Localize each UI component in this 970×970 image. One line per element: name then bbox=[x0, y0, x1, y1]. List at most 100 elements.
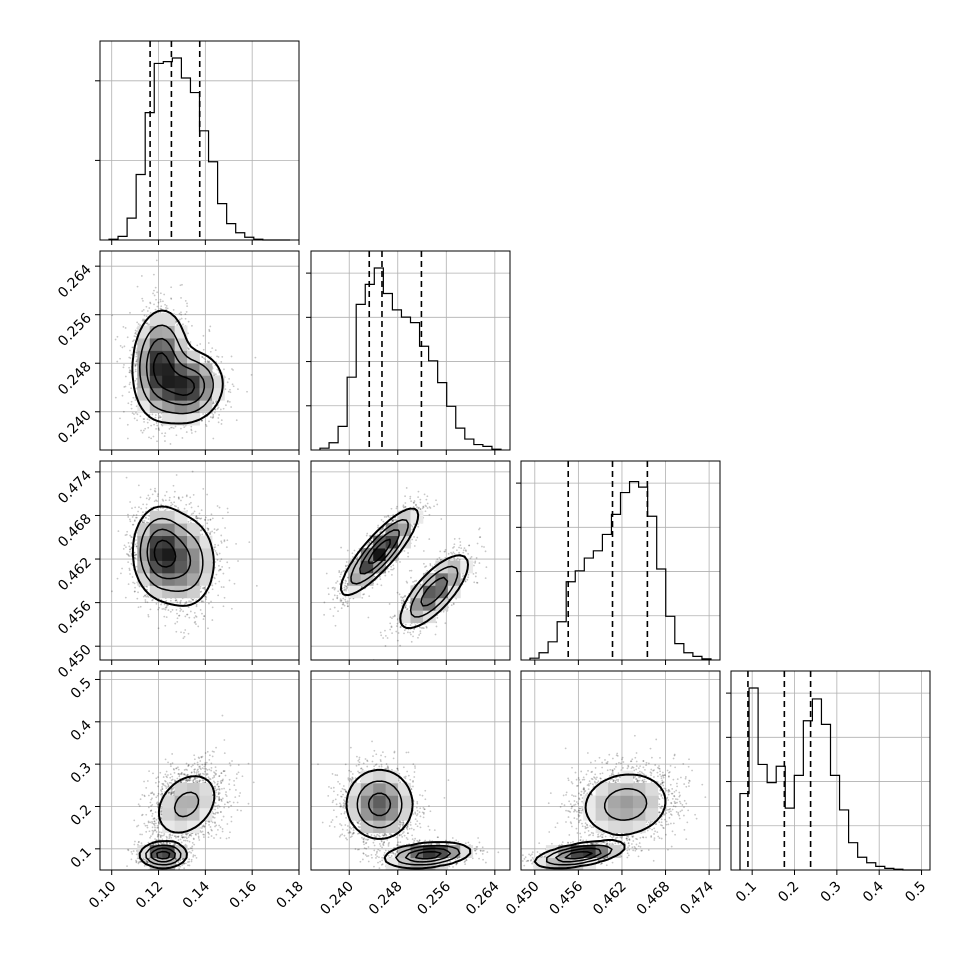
sample-point bbox=[185, 503, 188, 506]
sample-point bbox=[175, 434, 178, 437]
sample-point bbox=[182, 637, 185, 640]
sample-point bbox=[197, 505, 200, 508]
sample-point bbox=[135, 360, 138, 363]
sample-point bbox=[221, 517, 224, 520]
sample-point bbox=[126, 336, 129, 339]
sample-point bbox=[185, 495, 188, 498]
sample-point bbox=[153, 423, 155, 426]
sample-point bbox=[133, 335, 136, 338]
sample-point bbox=[178, 614, 181, 617]
sample-point bbox=[129, 357, 132, 359]
sample-point bbox=[155, 422, 158, 424]
sample-point bbox=[216, 407, 219, 410]
sample-point bbox=[163, 435, 166, 437]
sample-point bbox=[147, 426, 150, 429]
sample-point bbox=[223, 596, 226, 599]
histogram-step bbox=[108, 57, 290, 241]
sample-point bbox=[200, 529, 202, 532]
sample-point bbox=[129, 381, 132, 384]
sample-point bbox=[176, 324, 179, 326]
sample-point bbox=[127, 561, 130, 564]
sample-point bbox=[128, 371, 131, 374]
sample-point bbox=[146, 421, 149, 424]
sample-point bbox=[185, 602, 188, 604]
sample-point bbox=[216, 559, 219, 561]
sample-point bbox=[143, 418, 146, 420]
sample-point bbox=[224, 527, 226, 529]
sample-point bbox=[218, 506, 221, 509]
sample-point bbox=[130, 353, 133, 356]
y-tick-label: 0.248 bbox=[55, 359, 95, 399]
sample-point bbox=[132, 523, 135, 526]
sample-point bbox=[201, 419, 203, 422]
sample-point bbox=[187, 332, 189, 335]
sample-point bbox=[116, 335, 119, 338]
sample-point bbox=[170, 501, 173, 504]
x-tick-label: 0.5 bbox=[902, 879, 929, 906]
sample-point bbox=[186, 613, 188, 616]
sample-point bbox=[211, 606, 214, 609]
histogram-step bbox=[319, 267, 502, 450]
sample-point bbox=[232, 369, 234, 371]
sample-point bbox=[149, 301, 151, 304]
sample-point bbox=[187, 520, 190, 523]
sample-point bbox=[155, 298, 157, 301]
histogram-step bbox=[529, 481, 712, 660]
sample-point bbox=[213, 528, 216, 531]
sample-point bbox=[212, 372, 215, 375]
sample-point bbox=[189, 610, 192, 613]
sample-point bbox=[133, 519, 136, 522]
sample-point bbox=[131, 412, 134, 415]
sample-point bbox=[127, 402, 130, 405]
sample-point bbox=[189, 341, 192, 343]
sample-point bbox=[185, 311, 188, 313]
sample-point bbox=[165, 599, 168, 602]
sample-point bbox=[202, 487, 205, 490]
sample-point bbox=[220, 540, 223, 543]
sample-point bbox=[142, 521, 145, 524]
sample-point bbox=[148, 436, 150, 439]
sample-point bbox=[164, 499, 167, 502]
sample-point bbox=[127, 516, 130, 518]
sample-point bbox=[208, 330, 211, 333]
sample-point bbox=[140, 275, 143, 277]
sample-point bbox=[172, 484, 175, 487]
sample-point bbox=[134, 557, 137, 560]
sample-point bbox=[202, 334, 205, 337]
sample-point bbox=[148, 497, 151, 499]
sample-point bbox=[200, 517, 203, 520]
sample-point bbox=[212, 415, 215, 418]
sample-point bbox=[170, 286, 173, 289]
sample-point bbox=[190, 513, 193, 516]
sample-point bbox=[187, 320, 190, 323]
sample-point bbox=[144, 427, 147, 430]
sample-point bbox=[214, 550, 217, 552]
x-tick-label: 0.2 bbox=[775, 879, 802, 906]
sample-point bbox=[131, 346, 134, 349]
sample-point bbox=[174, 599, 177, 602]
sample-point bbox=[184, 299, 187, 302]
sample-point bbox=[195, 516, 197, 519]
sample-point bbox=[165, 306, 167, 309]
sample-point bbox=[128, 366, 131, 369]
sample-point bbox=[196, 517, 199, 520]
sample-point bbox=[134, 368, 137, 371]
sample-point bbox=[204, 358, 207, 361]
sample-point bbox=[195, 615, 198, 618]
sample-point bbox=[220, 586, 223, 588]
sample-point bbox=[129, 534, 132, 537]
sample-point bbox=[228, 579, 231, 582]
sample-point bbox=[226, 399, 229, 402]
sample-point bbox=[217, 569, 220, 572]
sample-point bbox=[141, 319, 144, 322]
sample-point bbox=[140, 429, 142, 432]
sample-point bbox=[209, 325, 212, 328]
sample-point bbox=[186, 302, 188, 305]
sample-point bbox=[190, 521, 192, 524]
sample-point bbox=[181, 437, 184, 439]
sample-point bbox=[127, 554, 130, 557]
sample-point bbox=[127, 541, 130, 544]
sample-point bbox=[227, 390, 230, 393]
sample-point bbox=[211, 517, 214, 520]
sample-point bbox=[179, 602, 182, 605]
